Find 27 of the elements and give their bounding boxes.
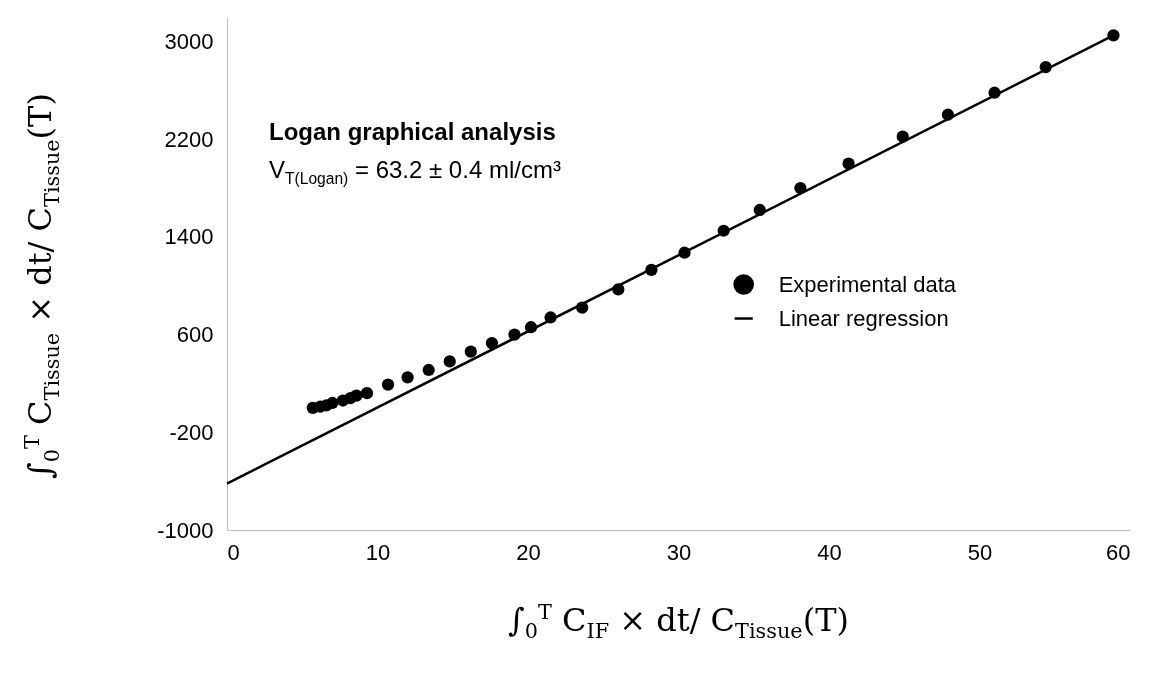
x-tick-label: 40 bbox=[817, 539, 842, 565]
x-tick-label: 20 bbox=[516, 539, 541, 565]
point bbox=[381, 378, 395, 391]
point bbox=[443, 355, 456, 368]
point bbox=[350, 389, 363, 402]
y-tick-label: -1000 bbox=[157, 517, 214, 543]
x-axis-title: ∫$_{0}$$^{T}$ C$_{IF}$ × dt/ C$_{Tissue}$(T) bbox=[508, 600, 849, 644]
annotation: V$_{T(Logan)}$ = 63.2 ± 0.4 ml/cm³ bbox=[269, 156, 561, 188]
point bbox=[360, 387, 374, 400]
y-tick-label: 1400 bbox=[164, 224, 214, 250]
y-tick-label: 600 bbox=[176, 322, 214, 348]
point bbox=[422, 363, 435, 377]
x-tick-label: 50 bbox=[967, 539, 993, 565]
x-tick-label: 0 bbox=[227, 539, 240, 565]
legend-label: Experimental data bbox=[778, 271, 957, 297]
legend-label: Linear regression bbox=[778, 305, 949, 331]
point bbox=[401, 371, 414, 384]
annotation: Logan graphical analysis bbox=[269, 118, 556, 146]
point bbox=[464, 345, 477, 358]
y-tick-label: 3000 bbox=[164, 28, 214, 54]
y-tick-label: 2200 bbox=[164, 126, 214, 152]
x-tick-label: 60 bbox=[1106, 539, 1131, 565]
y-tick-label: -200 bbox=[169, 419, 214, 445]
x-tick-label: 30 bbox=[666, 539, 692, 565]
point bbox=[485, 337, 498, 350]
point bbox=[326, 396, 339, 410]
x-tick-label: 10 bbox=[365, 539, 391, 565]
